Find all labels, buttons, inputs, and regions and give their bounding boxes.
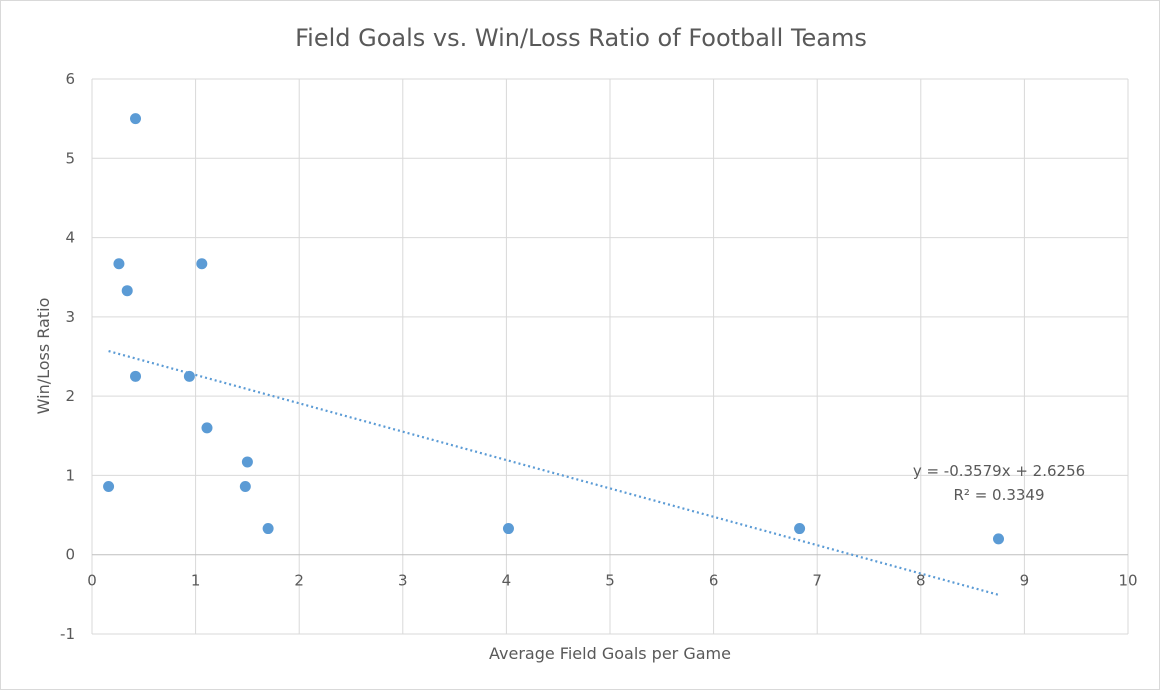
y-tick-label: -1 — [60, 625, 75, 643]
data-point — [103, 481, 115, 493]
x-tick-label: 10 — [1118, 572, 1137, 590]
data-point — [183, 370, 195, 382]
data-point — [241, 456, 253, 468]
x-tick-label: 4 — [502, 572, 512, 590]
y-axis-title: Win/Loss Ratio — [34, 298, 53, 415]
data-point — [993, 533, 1004, 545]
y-tick-label: 6 — [65, 70, 75, 88]
x-tick-label: 1 — [191, 572, 201, 590]
x-tick-label: 6 — [709, 572, 719, 590]
data-point — [113, 258, 125, 270]
y-tick-label: 2 — [65, 387, 75, 405]
x-axis-title: Average Field Goals per Game — [489, 644, 731, 663]
trendline-equation: y = -0.3579x + 2.6256 — [913, 462, 1085, 480]
x-tick-label: 0 — [87, 572, 97, 590]
data-point — [794, 523, 806, 535]
y-tick-label: 3 — [65, 308, 75, 326]
tick-labels: 0 1 2 3 4 5 6 7 8 9 10 -1 0 1 2 3 4 5 6 — [60, 70, 1138, 643]
data-point — [239, 481, 251, 493]
data-points — [103, 113, 1004, 545]
y-tick-label: 0 — [65, 546, 75, 564]
x-tick-label: 5 — [605, 572, 615, 590]
x-tick-label: 2 — [294, 572, 304, 590]
y-tick-label: 4 — [65, 229, 75, 247]
data-point — [262, 523, 274, 535]
trendline-r-squared: R² = 0.3349 — [953, 486, 1044, 504]
data-point — [130, 370, 142, 382]
data-point — [130, 113, 142, 125]
data-point — [502, 523, 514, 535]
data-point — [201, 422, 213, 434]
data-point — [121, 285, 133, 297]
x-tick-label: 7 — [812, 572, 822, 590]
y-tick-label: 1 — [65, 466, 75, 484]
x-tick-label: 9 — [1020, 572, 1030, 590]
x-tick-label: 3 — [398, 572, 408, 590]
trendline-group — [108, 350, 999, 596]
y-tick-label: 5 — [65, 149, 75, 167]
x-tick-label: 8 — [916, 572, 926, 590]
chart-title: Field Goals vs. Win/Loss Ratio of Footba… — [295, 24, 867, 52]
trendline — [108, 350, 999, 596]
data-point — [196, 258, 208, 270]
gridlines — [91, 78, 1129, 635]
